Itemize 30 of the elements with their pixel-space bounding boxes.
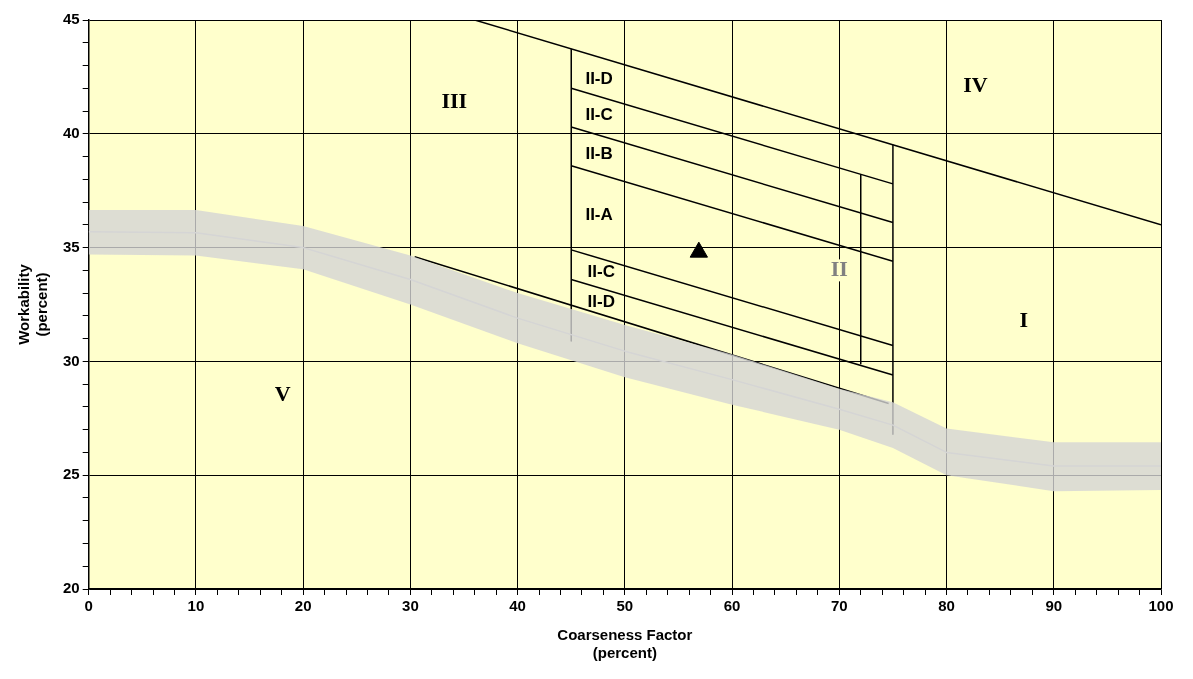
annotation: II-C [585, 105, 613, 125]
y-tick-label: 45 [63, 10, 80, 28]
x-tick-label: 90 [1045, 597, 1063, 615]
x-axis-title: Coarseness Factor (percent) [557, 626, 693, 662]
x-tick-label: 60 [723, 597, 741, 615]
x-tick-label: 40 [509, 597, 526, 615]
x-tick-label: 20 [294, 597, 312, 615]
annotation: II-C [587, 262, 615, 282]
x-tick-label: 80 [938, 597, 955, 615]
annotation: V [274, 381, 291, 407]
x-tick-label: 10 [187, 597, 205, 615]
x-tick-label: 0 [84, 597, 93, 615]
x-tick-label: 30 [402, 597, 419, 615]
annotation: I [1019, 307, 1029, 333]
y-tick-label: 35 [63, 237, 80, 255]
y-tick-label: 20 [63, 579, 80, 597]
annotation: II [830, 256, 848, 282]
x-tick-label: 100 [1148, 597, 1174, 615]
y-tick-label: 25 [63, 465, 80, 483]
x-tick-label: 70 [830, 597, 848, 615]
annotation: II-D [585, 68, 613, 88]
y-axis-title: Workability (percent) [15, 263, 51, 345]
annotation: II-B [585, 143, 613, 163]
annotation: III [441, 87, 468, 113]
y-tick-label: 30 [63, 351, 80, 369]
annotation: II-A [585, 205, 613, 225]
y-tick-label: 40 [63, 123, 80, 141]
annotation: IV [963, 71, 988, 97]
x-tick-label: 50 [616, 597, 634, 615]
annotation: II-D [587, 291, 615, 311]
